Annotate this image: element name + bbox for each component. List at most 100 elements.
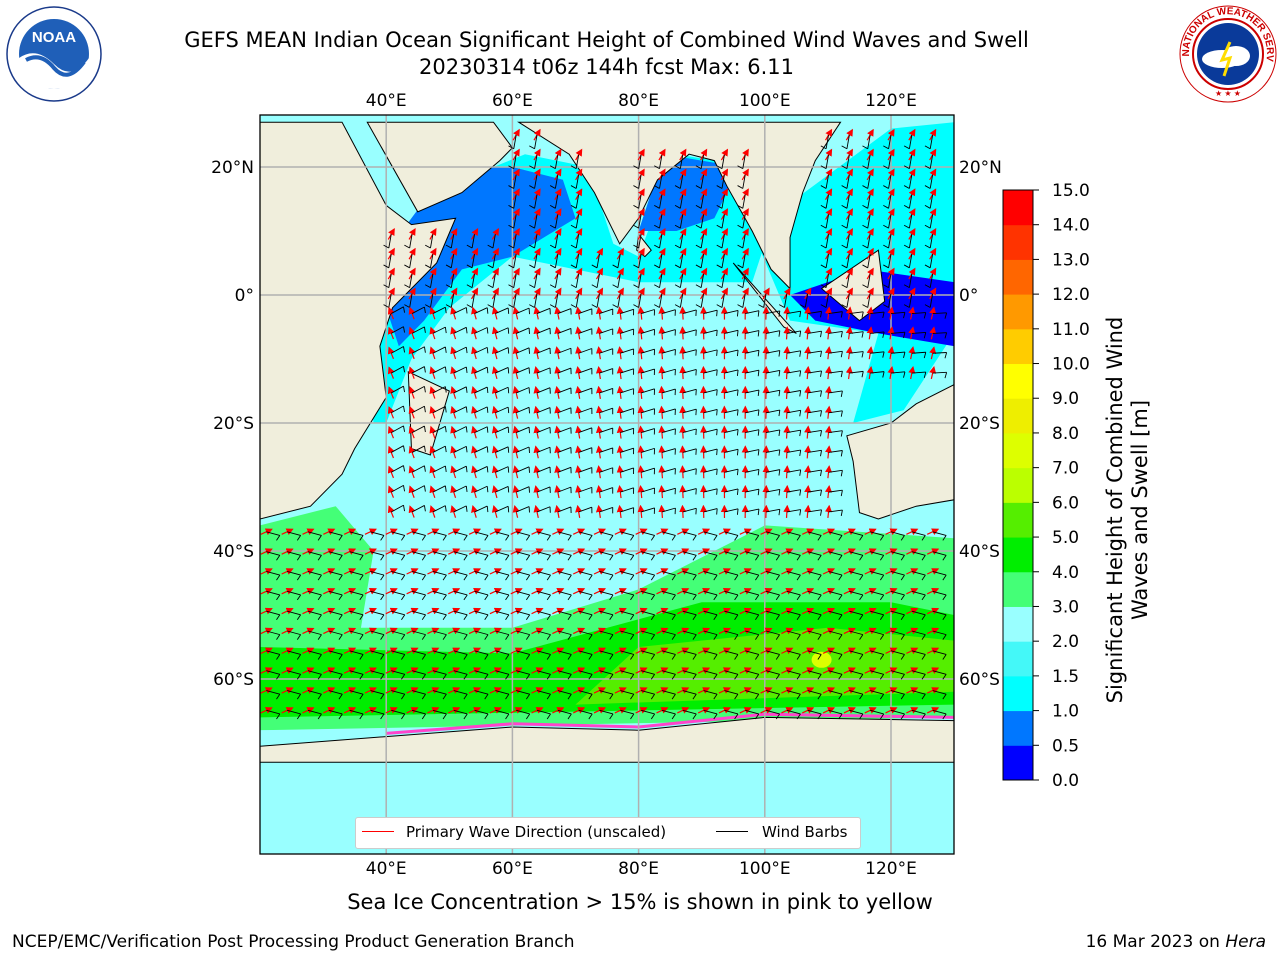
colorbar-tick-label-5: 3.0 [1052,597,1079,617]
wind-barb-308 [578,407,592,414]
colorbar-tick-label-2: 1.0 [1052,702,1079,722]
wind-barb-flag-500 [338,574,343,581]
wind-barb-flag-87 [737,244,744,249]
wave-arrow-208 [637,326,645,340]
wind-barb-flag-592 [879,614,885,621]
wind-barb-281 [474,386,488,394]
wind-barb-flag-583 [692,614,697,621]
wind-barb-283 [516,387,530,394]
wind-barb-flag-317 [778,410,781,417]
wind-barb-588 [786,610,801,616]
wind-barb-669 [411,670,426,675]
wind-barb-60 [638,214,642,229]
wind-barb-67 [846,214,850,229]
wind-barb-flag-296 [799,390,802,397]
wind-barb-110 [721,253,725,268]
wind-barb-526 [870,571,884,576]
wind-barb-flag-347 [486,446,489,453]
wave-arrow-259 [575,365,583,380]
wind-barb-399 [640,487,655,493]
wind-barb-556 [807,590,822,596]
wind-barb-378 [661,468,676,473]
wind-barb-674 [516,670,530,675]
wind-barb-flag-49 [737,205,744,209]
wind-barb-flag-63 [695,224,702,229]
wind-barb-422 [661,507,676,513]
wind-barb-flag-169 [403,306,405,313]
wind-barb-flag-67 [841,224,848,229]
wind-barb-337 [724,429,739,434]
wind-barb-flag-454 [755,535,760,541]
colorbar-segment-6 [1003,537,1033,573]
wind-barb-523 [807,571,822,576]
wind-barb-625 [870,630,884,636]
wind-barb-438 [411,531,426,536]
legend-wave-label: Primary Wave Direction (unscaled) [406,823,667,841]
wave-arrow-574 [489,607,502,615]
wind-barb-393 [516,486,530,493]
wave-arrow-255 [491,366,499,380]
wind-barb-flag-547 [630,594,635,601]
wind-barb-392 [495,486,509,493]
wind-barb-212 [724,329,739,334]
wind-barb-306 [536,407,551,414]
wind-barb-flag-255 [507,367,510,374]
wind-barb-176 [536,307,551,314]
wind-barb-121 [450,273,455,288]
wind-barb-597 [287,630,301,636]
wind-barb-flag-637 [442,654,447,660]
wind-barb-149 [534,293,538,308]
wind-barb-451 [682,531,697,536]
wind-barb-flag-94 [383,264,390,269]
wind-barb-flag-510 [546,574,551,581]
wind-barb-flag-31 [695,185,702,189]
wind-barb-309 [599,407,613,414]
wind-barb-flag-596 [276,634,281,640]
wind-barb-671 [453,670,468,675]
wind-barb-flag-337 [736,429,739,436]
wind-barb-432 [287,531,301,536]
wind-barb-flag-621 [796,634,801,640]
wind-barb-flag-386 [840,470,843,477]
wind-barb-448 [620,531,634,536]
wind-barb-flag-473 [463,555,468,561]
wind-barb-flag-282 [507,387,510,394]
wind-barb-261 [620,368,634,374]
wind-barb-416 [536,506,551,513]
wind-barb-301 [432,406,446,414]
wind-barb-434 [328,531,343,536]
wind-barb-flag-76 [466,244,473,249]
wind-barb-28 [638,174,642,189]
wind-barb-280 [453,386,467,394]
wind-barb-585 [724,610,739,616]
wind-barb-155 [659,293,663,308]
wind-barb-flag-448 [630,535,635,541]
wind-barb-flag-662 [276,674,281,680]
wind-barb-flag-560 [900,594,905,601]
wind-barb-228 [495,347,509,354]
wind-barb-flag-52 [862,205,868,209]
wind-barb-flag-477 [546,555,551,561]
wind-barb-103 [575,253,580,268]
wind-barb-468 [349,551,364,556]
wind-barb-512 [578,571,593,576]
wind-barb-462 [911,531,926,536]
wind-barb-619 [745,630,759,636]
wind-barb-flag-29 [654,185,660,189]
wind-barb-339 [765,429,780,434]
wave-arrow-646 [614,647,627,655]
wind-barb-540 [474,590,489,596]
wind-barb-flag-129 [612,284,619,289]
wave-arrow-507 [468,568,482,575]
wind-barb-275 [911,371,926,374]
wind-barb-flag-242 [799,350,802,357]
wave-arrow-669 [406,667,419,674]
wind-barb-flag-64 [716,224,723,229]
wave-arrow-151 [575,287,583,300]
wind-barb-267 [745,369,760,374]
wind-barb-flag-30 [674,185,681,189]
colorbar-tick-label-14: 12.0 [1052,285,1090,305]
wind-barb-180 [620,308,634,314]
wind-barb-198 [432,326,446,334]
wind-barb-479 [578,551,593,556]
